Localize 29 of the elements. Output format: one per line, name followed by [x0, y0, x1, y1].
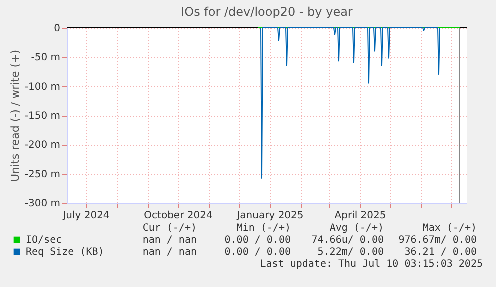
y-tick-label: -200 m	[24, 140, 60, 152]
text: nan / nan	[142, 247, 197, 258]
text: Avg (-/+)	[330, 223, 384, 234]
text: nan / nan	[142, 235, 197, 246]
legend-label: Req Size (KB)	[26, 247, 104, 258]
y-tick-label: -100 m	[24, 82, 60, 93]
text: 0.00 / 0.00	[224, 247, 291, 258]
text: 5.22m/ 0.00	[318, 247, 384, 258]
y-tick-label: -250 m	[24, 169, 60, 180]
y-axis-title: Units read (-) / write (+)	[8, 50, 22, 182]
x-tick-label: July 2024	[62, 210, 110, 222]
chart-title: IOs for /dev/loop20 - by year	[181, 5, 353, 19]
text: 976.67m/ 0.00	[398, 235, 477, 246]
y-tick-label: -300 m	[24, 198, 60, 210]
text: Min (-/+)	[236, 223, 291, 234]
x-tick-label: October 2024	[144, 210, 213, 222]
x-tick-label: January 2025	[236, 210, 304, 222]
x-tick-label: April 2025	[334, 210, 386, 222]
text: 0.00 / 0.00	[224, 235, 291, 246]
text: Max (-/+)	[422, 223, 477, 234]
text: 74.66u/ 0.00	[312, 235, 384, 246]
line-series	[260, 28, 440, 179]
y-tick-label: 0	[54, 24, 60, 34]
text: Last update: Thu Jul 10 03:15:03 2025	[260, 259, 483, 270]
y-tick-label: -150 m	[24, 111, 60, 122]
text: Cur (-/+)	[142, 223, 197, 234]
y-tick-label: -50 m	[31, 52, 60, 64]
text: 36.21 / 0.00	[404, 247, 477, 258]
legend-label: IO/sec	[26, 235, 62, 246]
